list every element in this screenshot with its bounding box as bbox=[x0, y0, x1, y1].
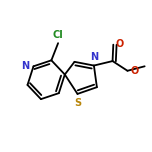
Text: N: N bbox=[91, 52, 99, 62]
Text: S: S bbox=[74, 98, 81, 108]
Text: O: O bbox=[116, 39, 124, 49]
Text: O: O bbox=[130, 66, 138, 76]
Text: N: N bbox=[22, 61, 30, 71]
Text: Cl: Cl bbox=[53, 31, 64, 40]
